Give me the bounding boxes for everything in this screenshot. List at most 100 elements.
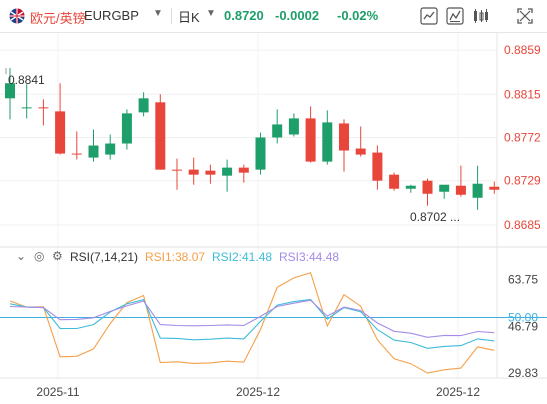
candle — [405, 184, 416, 193]
candle-body — [272, 124, 283, 138]
candle-body — [21, 107, 32, 109]
candle-body — [155, 102, 166, 170]
period-dropdown-icon[interactable]: ▼ — [206, 8, 216, 19]
candle — [372, 145, 383, 190]
candle — [439, 184, 450, 199]
candle — [155, 94, 166, 170]
candle — [55, 83, 66, 155]
symbol-code[interactable]: EURGBP — [84, 8, 139, 23]
rsi-tick-label: 29.83 — [508, 366, 538, 380]
symbol-dropdown-icon[interactable]: ▼ — [153, 8, 163, 19]
price-tick-label: 0.8772 — [504, 130, 541, 144]
rsi2-label: RSI2:41.48 — [212, 250, 273, 264]
candle — [489, 181, 500, 194]
candle — [255, 132, 266, 175]
candle-body — [288, 118, 299, 135]
candle — [188, 157, 199, 185]
candle-body — [322, 122, 333, 162]
price-tick-label: 0.8685 — [504, 218, 541, 232]
time-axis: 2025-11 2025-12 2025-12 — [36, 385, 480, 399]
eur-gbp-flag-icon — [9, 8, 25, 24]
low-price-label: 0.8702 ... — [410, 210, 460, 224]
candle-body — [88, 145, 99, 158]
candle-body — [71, 153, 82, 155]
candle — [172, 158, 182, 190]
divider — [171, 8, 172, 24]
price-axis: 0.8859 0.8815 0.8772 0.8729 0.8685 — [504, 43, 541, 232]
candle-body — [55, 111, 66, 154]
candle-body — [405, 185, 416, 189]
candle-body — [339, 123, 349, 151]
rsi-params-label: RSI(7,14,21) — [70, 250, 139, 264]
eye-icon[interactable]: ◎ — [34, 249, 45, 263]
candle-body — [489, 186, 500, 190]
chart-header: 欧元/英镑 EURGBP ▼ 日K ▼ 0.8720 -0.0002 -0.02… — [0, 0, 547, 33]
candle — [88, 129, 99, 162]
rsi-tick-label: 63.75 — [508, 273, 538, 287]
candle-series: 0.8841 0.8702 ... — [5, 68, 500, 224]
candle-body — [188, 169, 199, 175]
rsi1-label: RSI1:38.07 — [145, 250, 206, 264]
candle-body — [472, 183, 483, 198]
candle — [272, 109, 283, 144]
chart-grid — [0, 33, 547, 379]
price-tick-label: 0.8859 — [504, 43, 541, 57]
last-price: 0.8720 — [224, 8, 264, 23]
time-tick-label: 2025-12 — [436, 385, 480, 399]
rsi-tick-label: 50.00 — [508, 311, 538, 325]
candle-body — [255, 137, 266, 170]
price-change: -0.0002 — [275, 8, 320, 23]
candle — [205, 164, 216, 184]
indicator-icon[interactable] — [446, 7, 464, 25]
compare-icon[interactable] — [472, 7, 490, 25]
collapse-icon[interactable]: ⌄ — [16, 249, 27, 263]
candle-body — [238, 167, 249, 173]
candle — [422, 178, 433, 206]
candle — [322, 110, 333, 165]
candle — [105, 134, 116, 160]
rsi-legend: ⌄ ◎ ⚙ RSI(7,14,21) RSI1:38.07 RSI2:41.48… — [0, 248, 547, 266]
candle — [5, 68, 15, 120]
candle — [288, 113, 299, 137]
rsi-line-rsi1 — [9, 272, 495, 374]
candle — [339, 119, 349, 172]
candle — [222, 159, 233, 192]
candle — [389, 172, 400, 191]
candle — [71, 131, 82, 160]
candle-body — [439, 184, 450, 192]
candle-body — [172, 169, 182, 171]
price-tick-label: 0.8815 — [504, 87, 541, 101]
symbol-name[interactable]: 欧元/英镑 — [30, 11, 86, 26]
candle-body — [138, 98, 149, 113]
high-price-label: 0.8841 — [8, 73, 45, 87]
candle-body — [205, 170, 216, 175]
time-tick-label: 2025-11 — [36, 385, 79, 399]
candle-body — [455, 185, 466, 195]
candle — [21, 84, 32, 119]
candle — [305, 106, 316, 163]
settings-icon[interactable]: ⚙ — [52, 249, 63, 263]
candle — [455, 165, 466, 197]
line-chart-icon[interactable] — [420, 7, 438, 25]
rsi-line-rsi2 — [9, 298, 495, 349]
candle-body — [121, 113, 132, 144]
rsi-lines — [0, 272, 547, 374]
rsi-tick-label: 46.79 — [508, 319, 538, 333]
candle-body — [38, 107, 49, 109]
fullscreen-icon[interactable] — [516, 7, 534, 25]
price-tick-label: 0.8729 — [504, 174, 541, 188]
candle — [121, 109, 132, 150]
candle-body — [372, 152, 383, 181]
candle — [238, 164, 249, 183]
time-tick-label: 2025-12 — [236, 385, 280, 399]
candle-body — [389, 174, 400, 189]
candle-body — [5, 83, 15, 99]
candle — [472, 165, 483, 210]
candle — [355, 126, 366, 157]
candle-body — [422, 180, 433, 194]
candle-body — [305, 118, 316, 162]
candle — [138, 92, 149, 117]
period-selector[interactable]: 日K — [178, 10, 200, 25]
